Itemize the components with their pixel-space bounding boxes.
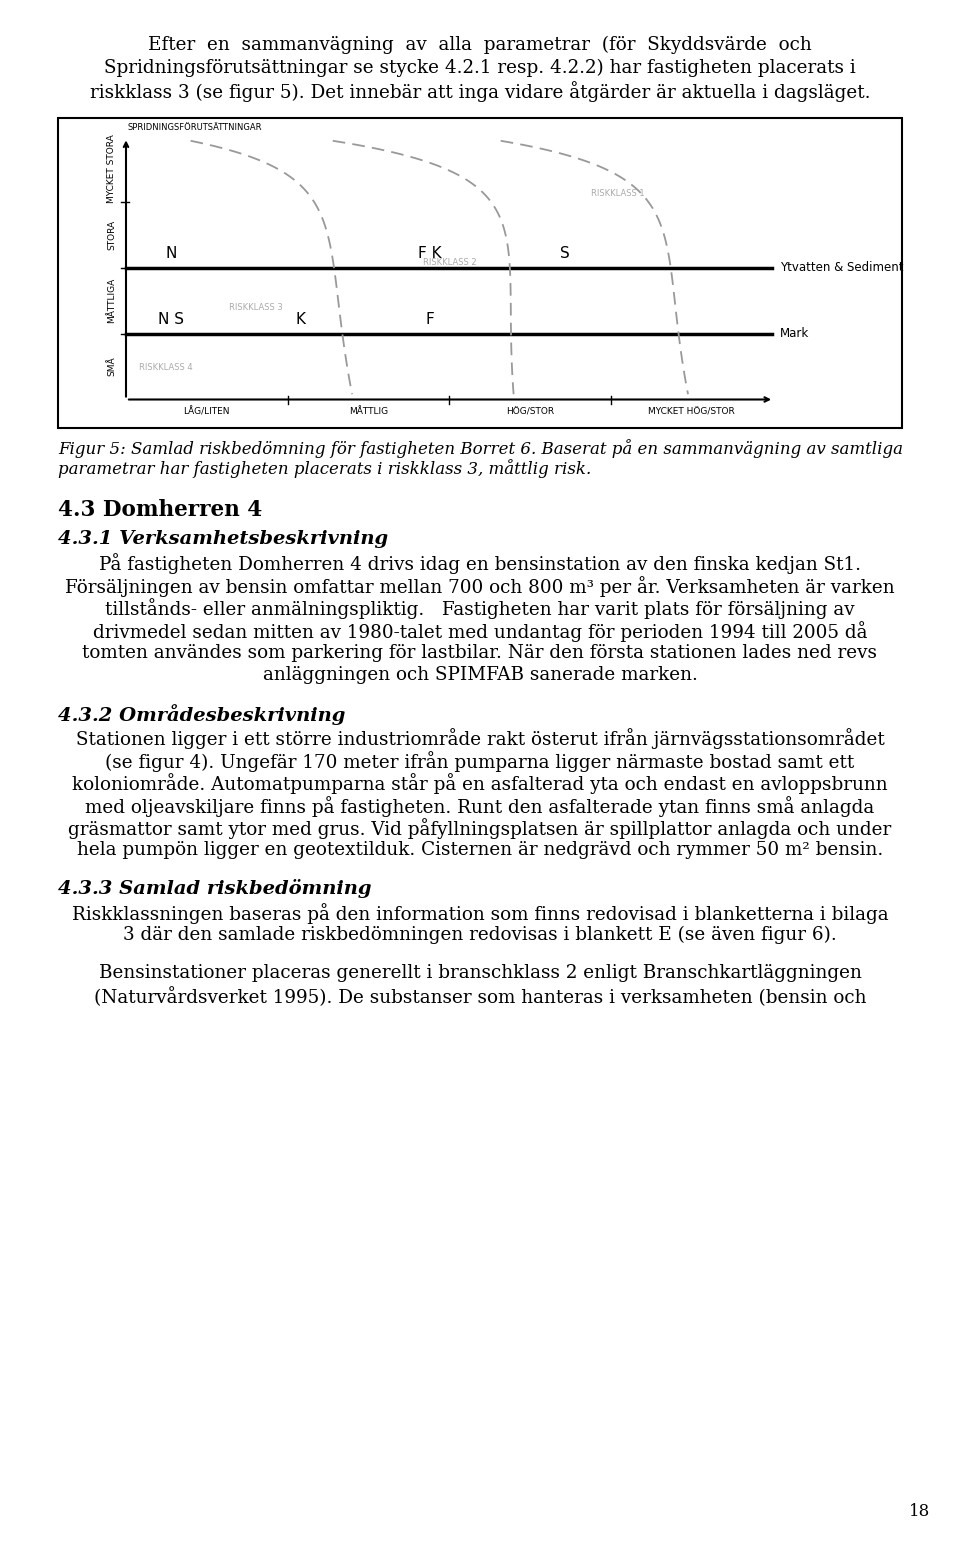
Text: (Naturvårdsverket 1995). De substanser som hanteras i verksamheten (bensin och: (Naturvårdsverket 1995). De substanser s… — [94, 988, 866, 1008]
Text: (se figur 4). Ungefär 170 meter ifrån pumparna ligger närmaste bostad samt ett: (se figur 4). Ungefär 170 meter ifrån pu… — [106, 751, 854, 772]
Text: hela pumpön ligger en geotextilduk. Cisternen är nedgrävd och rymmer 50 m² bensi: hela pumpön ligger en geotextilduk. Cist… — [77, 841, 883, 859]
Text: MYCKET STORA: MYCKET STORA — [107, 134, 116, 202]
Text: 4.3.3 Samlad riskbedömning: 4.3.3 Samlad riskbedömning — [58, 880, 372, 898]
Text: Efter  en  sammanvägning  av  alla  parametrar  (för  Skyddsvärde  och: Efter en sammanvägning av alla parametra… — [148, 35, 812, 54]
Text: RISKKLASS 2: RISKKLASS 2 — [423, 258, 477, 267]
Text: 18: 18 — [909, 1503, 930, 1520]
Text: riskklass 3 (se figur 5). Det innebär att inga vidare åtgärder är aktuella i dag: riskklass 3 (se figur 5). Det innebär at… — [89, 80, 871, 102]
Text: 4.3.1 Verksamhetsbeskrivning: 4.3.1 Verksamhetsbeskrivning — [58, 529, 388, 548]
Text: SMÅ: SMÅ — [107, 356, 116, 376]
Text: tillstånds- eller anmälningspliktig.   Fastigheten har varit plats för försäljni: tillstånds- eller anmälningspliktig. Fas… — [106, 599, 854, 619]
Bar — [58, 117, 902, 427]
Text: HÖG/STOR: HÖG/STOR — [506, 407, 554, 417]
Text: S: S — [561, 245, 570, 261]
Text: F K: F K — [418, 245, 442, 261]
Text: Figur 5: Samlad riskbedömning för fastigheten Borret 6. Baserat på en sammanvägn: Figur 5: Samlad riskbedömning för fastig… — [58, 440, 903, 458]
Text: N: N — [165, 245, 177, 261]
Text: koloniområde. Automatpumparna står på en asfalterad yta och endast en avloppsbru: koloniområde. Automatpumparna står på en… — [72, 773, 888, 795]
Text: Riskklassningen baseras på den information som finns redovisad i blanketterna i : Riskklassningen baseras på den informati… — [72, 904, 888, 924]
Text: MÅTTLIGA: MÅTTLIGA — [107, 278, 116, 322]
Text: Spridningsförutsättningar se stycke 4.2.1 resp. 4.2.2) har fastigheten placerats: Spridningsförutsättningar se stycke 4.2.… — [104, 59, 856, 77]
Text: anläggningen och SPIMFAB sanerade marken.: anläggningen och SPIMFAB sanerade marken… — [263, 667, 697, 684]
Text: med oljeavskiljare finns på fastigheten. Runt den asfalterade ytan finns små anl: med oljeavskiljare finns på fastigheten.… — [85, 796, 875, 816]
Text: gräsmattor samt ytor med grus. Vid påfyllningsplatsen är spillplattor anlagda oc: gräsmattor samt ytor med grus. Vid påfyl… — [68, 818, 892, 839]
Text: MÅTTLIG: MÅTTLIG — [348, 407, 388, 417]
Text: parametrar har fastigheten placerats i riskklass 3, måttlig risk.: parametrar har fastigheten placerats i r… — [58, 460, 591, 478]
Text: F: F — [425, 312, 434, 327]
Text: Ytvatten & Sediment: Ytvatten & Sediment — [780, 261, 903, 275]
Text: Stationen ligger i ett större industriområde rakt österut ifrån järnvägsstations: Stationen ligger i ett större industriom… — [76, 728, 884, 750]
Text: N S: N S — [158, 312, 184, 327]
Text: Mark: Mark — [780, 327, 809, 339]
Text: 4.3.2 Områdesbeskrivning: 4.3.2 Områdesbeskrivning — [58, 705, 346, 725]
Text: På fastigheten Domherren 4 drivs idag en bensinstation av den finska kedjan St1.: På fastigheten Domherren 4 drivs idag en… — [99, 554, 861, 574]
Text: 4.3 Domherren 4: 4.3 Domherren 4 — [58, 500, 262, 522]
Text: RISKKLASS 3: RISKKLASS 3 — [229, 302, 283, 312]
Text: drivmedel sedan mitten av 1980-talet med undantag för perioden 1994 till 2005 då: drivmedel sedan mitten av 1980-talet med… — [93, 620, 867, 642]
Text: K: K — [296, 312, 305, 327]
Text: Försäljningen av bensin omfattar mellan 700 och 800 m³ per år. Verksamheten är v: Försäljningen av bensin omfattar mellan … — [65, 576, 895, 597]
Text: LÅG/LITEN: LÅG/LITEN — [183, 407, 230, 417]
Text: 3 där den samlade riskbedömningen redovisas i blankett E (se även figur 6).: 3 där den samlade riskbedömningen redovi… — [123, 926, 837, 944]
Text: RISKKLASS 4: RISKKLASS 4 — [139, 363, 193, 372]
Text: RISKKLASS 1: RISKKLASS 1 — [591, 190, 645, 198]
Text: STORA: STORA — [107, 219, 116, 250]
Text: SPRIDNINGSFÖRUTSÄTTNINGAR: SPRIDNINGSFÖRUTSÄTTNINGAR — [128, 122, 262, 131]
Text: tomten användes som parkering för lastbilar. När den första stationen lades ned : tomten användes som parkering för lastbi… — [83, 643, 877, 662]
Text: MYCKET HÖG/STOR: MYCKET HÖG/STOR — [648, 407, 734, 417]
Text: Bensinstationer placeras generellt i branschklass 2 enligt Branschkartläggningen: Bensinstationer placeras generellt i bra… — [99, 964, 861, 983]
